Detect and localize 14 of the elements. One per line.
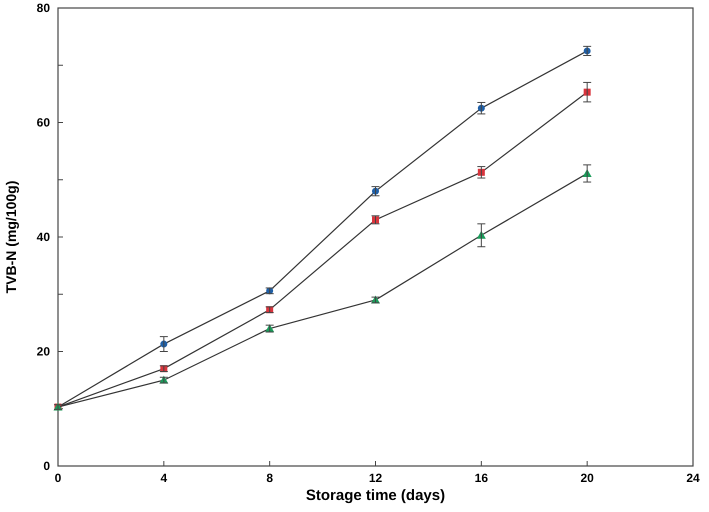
x-tick-label: 12	[368, 471, 382, 485]
x-tick-label: 4	[160, 471, 168, 485]
x-tick-label: 16	[474, 471, 488, 485]
x-tick-label: 20	[580, 471, 594, 485]
x-tick-label: 0	[54, 471, 62, 485]
x-axis-title: Storage time (days)	[306, 487, 446, 504]
y-axis-title: TVB-N (mg/100g)	[3, 180, 19, 294]
y-tick-label: 80	[36, 1, 50, 15]
y-tick-label: 60	[36, 116, 50, 130]
y-tick-label: 0	[43, 459, 50, 473]
y-tick-label: 40	[36, 230, 50, 244]
x-tick-label: 24	[686, 471, 700, 485]
x-tick-label: 8	[266, 471, 274, 485]
y-tick-label: 20	[36, 344, 50, 358]
